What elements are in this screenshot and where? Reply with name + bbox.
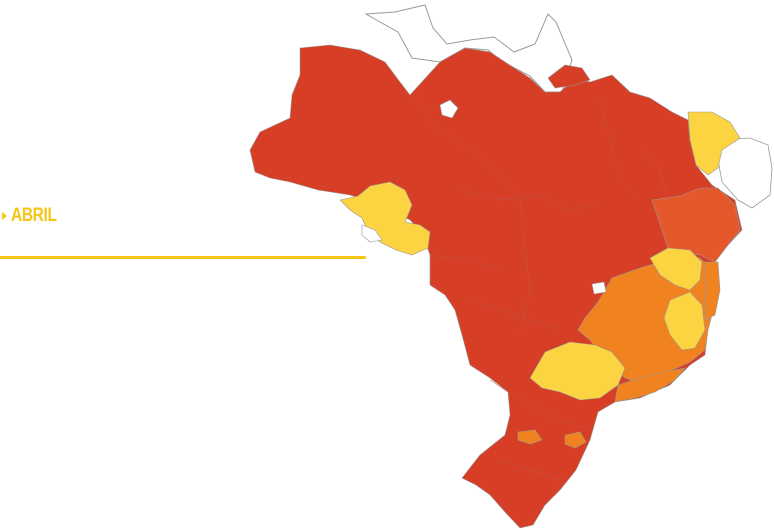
- region-no-data-amazonas[interactable]: [439, 99, 459, 119]
- region-acre-no-data[interactable]: [361, 224, 383, 243]
- region-federal-district-no-data[interactable]: [591, 281, 607, 295]
- triangle-marker-icon: [2, 212, 7, 220]
- region-northeast-no-data[interactable]: [717, 137, 773, 209]
- region-parana-mid[interactable]: [517, 429, 543, 445]
- region-ceara-low[interactable]: [687, 111, 741, 176]
- month-underline: [0, 256, 366, 259]
- guianas-outline: [364, 4, 573, 93]
- region-coast-mid[interactable]: [614, 367, 686, 403]
- region-sao-paulo-low[interactable]: [529, 341, 626, 401]
- region-bahia-low[interactable]: [649, 247, 703, 291]
- internal-borders: [409, 94, 669, 481]
- month-indicator[interactable]: ABRIL: [2, 205, 67, 227]
- region-santa-catarina-mid[interactable]: [564, 431, 587, 449]
- month-label: ABRIL: [11, 205, 57, 226]
- region-espirito-santo-mid[interactable]: [704, 261, 721, 321]
- region-minas-low[interactable]: [663, 291, 706, 351]
- region-amapa[interactable]: [547, 64, 591, 89]
